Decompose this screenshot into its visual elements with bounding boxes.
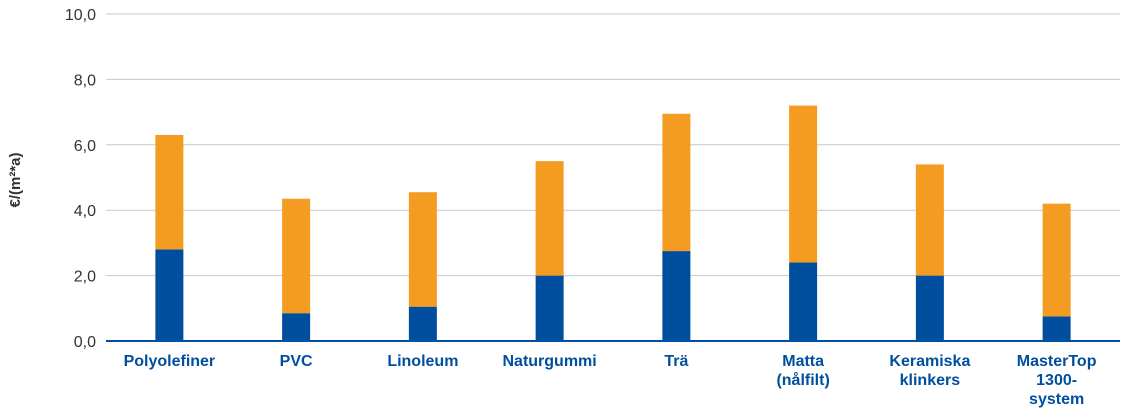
labels-layer: 0,0 2,0 4,0 6,0 8,0 10,0 Polyolefiner PVC Linole…: [65, 7, 1097, 408]
y-tick-label: 10,0: [65, 7, 96, 24]
y-tick-label: 2,0: [74, 269, 96, 286]
x-tick-label: Matta (nålfilt): [776, 353, 829, 389]
x-tick-label: MasterTop 1300-system: [1017, 353, 1097, 408]
bar-segment-2: [282, 198, 311, 314]
bar-segment-1: [915, 275, 944, 341]
x-tick-label: Linoleum: [387, 353, 458, 370]
bar-segment-1: [282, 313, 311, 341]
bar-segment-1: [535, 275, 564, 341]
bars-layer: [155, 105, 1071, 341]
bar-segment-2: [789, 105, 818, 263]
y-tick-label: 8,0: [74, 72, 96, 89]
bar-segment-2: [915, 164, 944, 276]
bar-segment-2: [155, 134, 184, 250]
x-tick-label: Keramiska klinkers: [889, 353, 970, 389]
y-tick-label: 4,0: [74, 203, 96, 220]
x-tick-label: Naturgummi: [503, 353, 597, 370]
bar-segment-1: [662, 251, 691, 341]
x-tick-label: Trä: [664, 353, 688, 370]
bar-segment-1: [408, 306, 437, 341]
y-axis-title: €/(m²*a): [7, 152, 24, 207]
y-tick-label: 0,0: [74, 334, 96, 351]
y-tick-label: 6,0: [74, 138, 96, 155]
bar-segment-2: [535, 161, 564, 276]
bar-segment-1: [789, 262, 818, 341]
bar-segment-1: [1042, 316, 1071, 341]
bar-segment-2: [662, 113, 691, 252]
x-tick-label: PVC: [280, 353, 313, 370]
x-tick-label: Polyolefiner: [124, 353, 216, 370]
bar-segment-2: [408, 192, 437, 307]
bar-segment-1: [155, 249, 184, 341]
grid-layer: [106, 13, 1120, 277]
bar-segment-2: [1042, 203, 1071, 317]
